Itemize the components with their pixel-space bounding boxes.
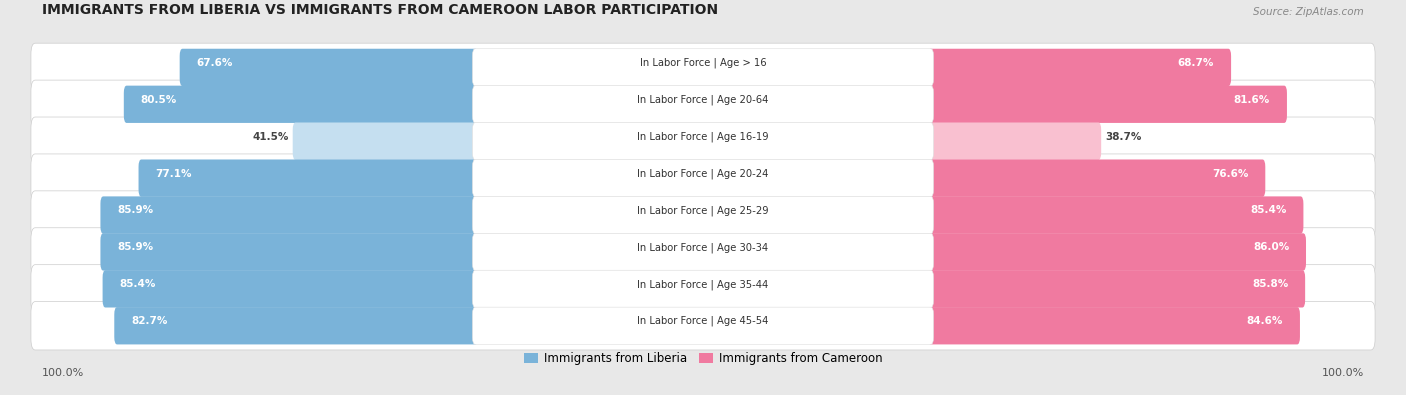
Text: In Labor Force | Age 16-19: In Labor Force | Age 16-19 — [637, 132, 769, 142]
Text: In Labor Force | Age 25-29: In Labor Force | Age 25-29 — [637, 205, 769, 216]
Text: 80.5%: 80.5% — [141, 95, 177, 105]
FancyBboxPatch shape — [31, 265, 1375, 313]
Text: 85.8%: 85.8% — [1251, 279, 1288, 289]
Text: In Labor Force | Age 20-64: In Labor Force | Age 20-64 — [637, 94, 769, 105]
FancyBboxPatch shape — [472, 49, 934, 86]
FancyBboxPatch shape — [928, 307, 1301, 344]
Text: In Labor Force | Age 30-34: In Labor Force | Age 30-34 — [637, 242, 769, 252]
FancyBboxPatch shape — [928, 86, 1286, 123]
Text: 76.6%: 76.6% — [1212, 169, 1249, 179]
Text: IMMIGRANTS FROM LIBERIA VS IMMIGRANTS FROM CAMEROON LABOR PARTICIPATION: IMMIGRANTS FROM LIBERIA VS IMMIGRANTS FR… — [42, 3, 718, 17]
Text: 77.1%: 77.1% — [156, 169, 191, 179]
FancyBboxPatch shape — [472, 160, 934, 197]
Text: 85.9%: 85.9% — [117, 205, 153, 215]
FancyBboxPatch shape — [292, 122, 478, 160]
Text: In Labor Force | Age > 16: In Labor Force | Age > 16 — [640, 58, 766, 68]
FancyBboxPatch shape — [928, 270, 1305, 308]
FancyBboxPatch shape — [31, 302, 1375, 350]
Text: 85.4%: 85.4% — [1250, 205, 1286, 215]
Text: 85.4%: 85.4% — [120, 279, 156, 289]
FancyBboxPatch shape — [472, 196, 934, 234]
FancyBboxPatch shape — [472, 122, 934, 160]
FancyBboxPatch shape — [928, 49, 1232, 86]
FancyBboxPatch shape — [472, 233, 934, 271]
Text: 82.7%: 82.7% — [131, 316, 167, 326]
Text: 38.7%: 38.7% — [1105, 132, 1142, 141]
FancyBboxPatch shape — [472, 270, 934, 308]
FancyBboxPatch shape — [139, 160, 478, 197]
FancyBboxPatch shape — [472, 307, 934, 344]
Text: 67.6%: 67.6% — [197, 58, 233, 68]
Text: 84.6%: 84.6% — [1247, 316, 1284, 326]
Text: 100.0%: 100.0% — [1322, 368, 1364, 378]
FancyBboxPatch shape — [928, 160, 1265, 197]
FancyBboxPatch shape — [100, 233, 478, 271]
FancyBboxPatch shape — [103, 270, 478, 308]
FancyBboxPatch shape — [928, 122, 1101, 160]
FancyBboxPatch shape — [180, 49, 478, 86]
FancyBboxPatch shape — [31, 43, 1375, 92]
Text: 100.0%: 100.0% — [42, 368, 84, 378]
Text: Source: ZipAtlas.com: Source: ZipAtlas.com — [1253, 7, 1364, 17]
FancyBboxPatch shape — [31, 191, 1375, 239]
Text: 68.7%: 68.7% — [1178, 58, 1215, 68]
FancyBboxPatch shape — [31, 228, 1375, 276]
FancyBboxPatch shape — [928, 233, 1306, 271]
Text: 85.9%: 85.9% — [117, 243, 153, 252]
FancyBboxPatch shape — [31, 117, 1375, 166]
FancyBboxPatch shape — [31, 80, 1375, 128]
Text: In Labor Force | Age 35-44: In Labor Force | Age 35-44 — [637, 279, 769, 290]
Legend: Immigrants from Liberia, Immigrants from Cameroon: Immigrants from Liberia, Immigrants from… — [523, 352, 883, 365]
Text: In Labor Force | Age 45-54: In Labor Force | Age 45-54 — [637, 316, 769, 326]
FancyBboxPatch shape — [31, 154, 1375, 202]
FancyBboxPatch shape — [100, 196, 478, 234]
Text: 41.5%: 41.5% — [252, 132, 288, 141]
FancyBboxPatch shape — [928, 196, 1303, 234]
FancyBboxPatch shape — [472, 86, 934, 123]
Text: In Labor Force | Age 20-24: In Labor Force | Age 20-24 — [637, 168, 769, 179]
FancyBboxPatch shape — [114, 307, 478, 344]
Text: 81.6%: 81.6% — [1234, 95, 1270, 105]
FancyBboxPatch shape — [124, 86, 478, 123]
Text: 86.0%: 86.0% — [1253, 243, 1289, 252]
